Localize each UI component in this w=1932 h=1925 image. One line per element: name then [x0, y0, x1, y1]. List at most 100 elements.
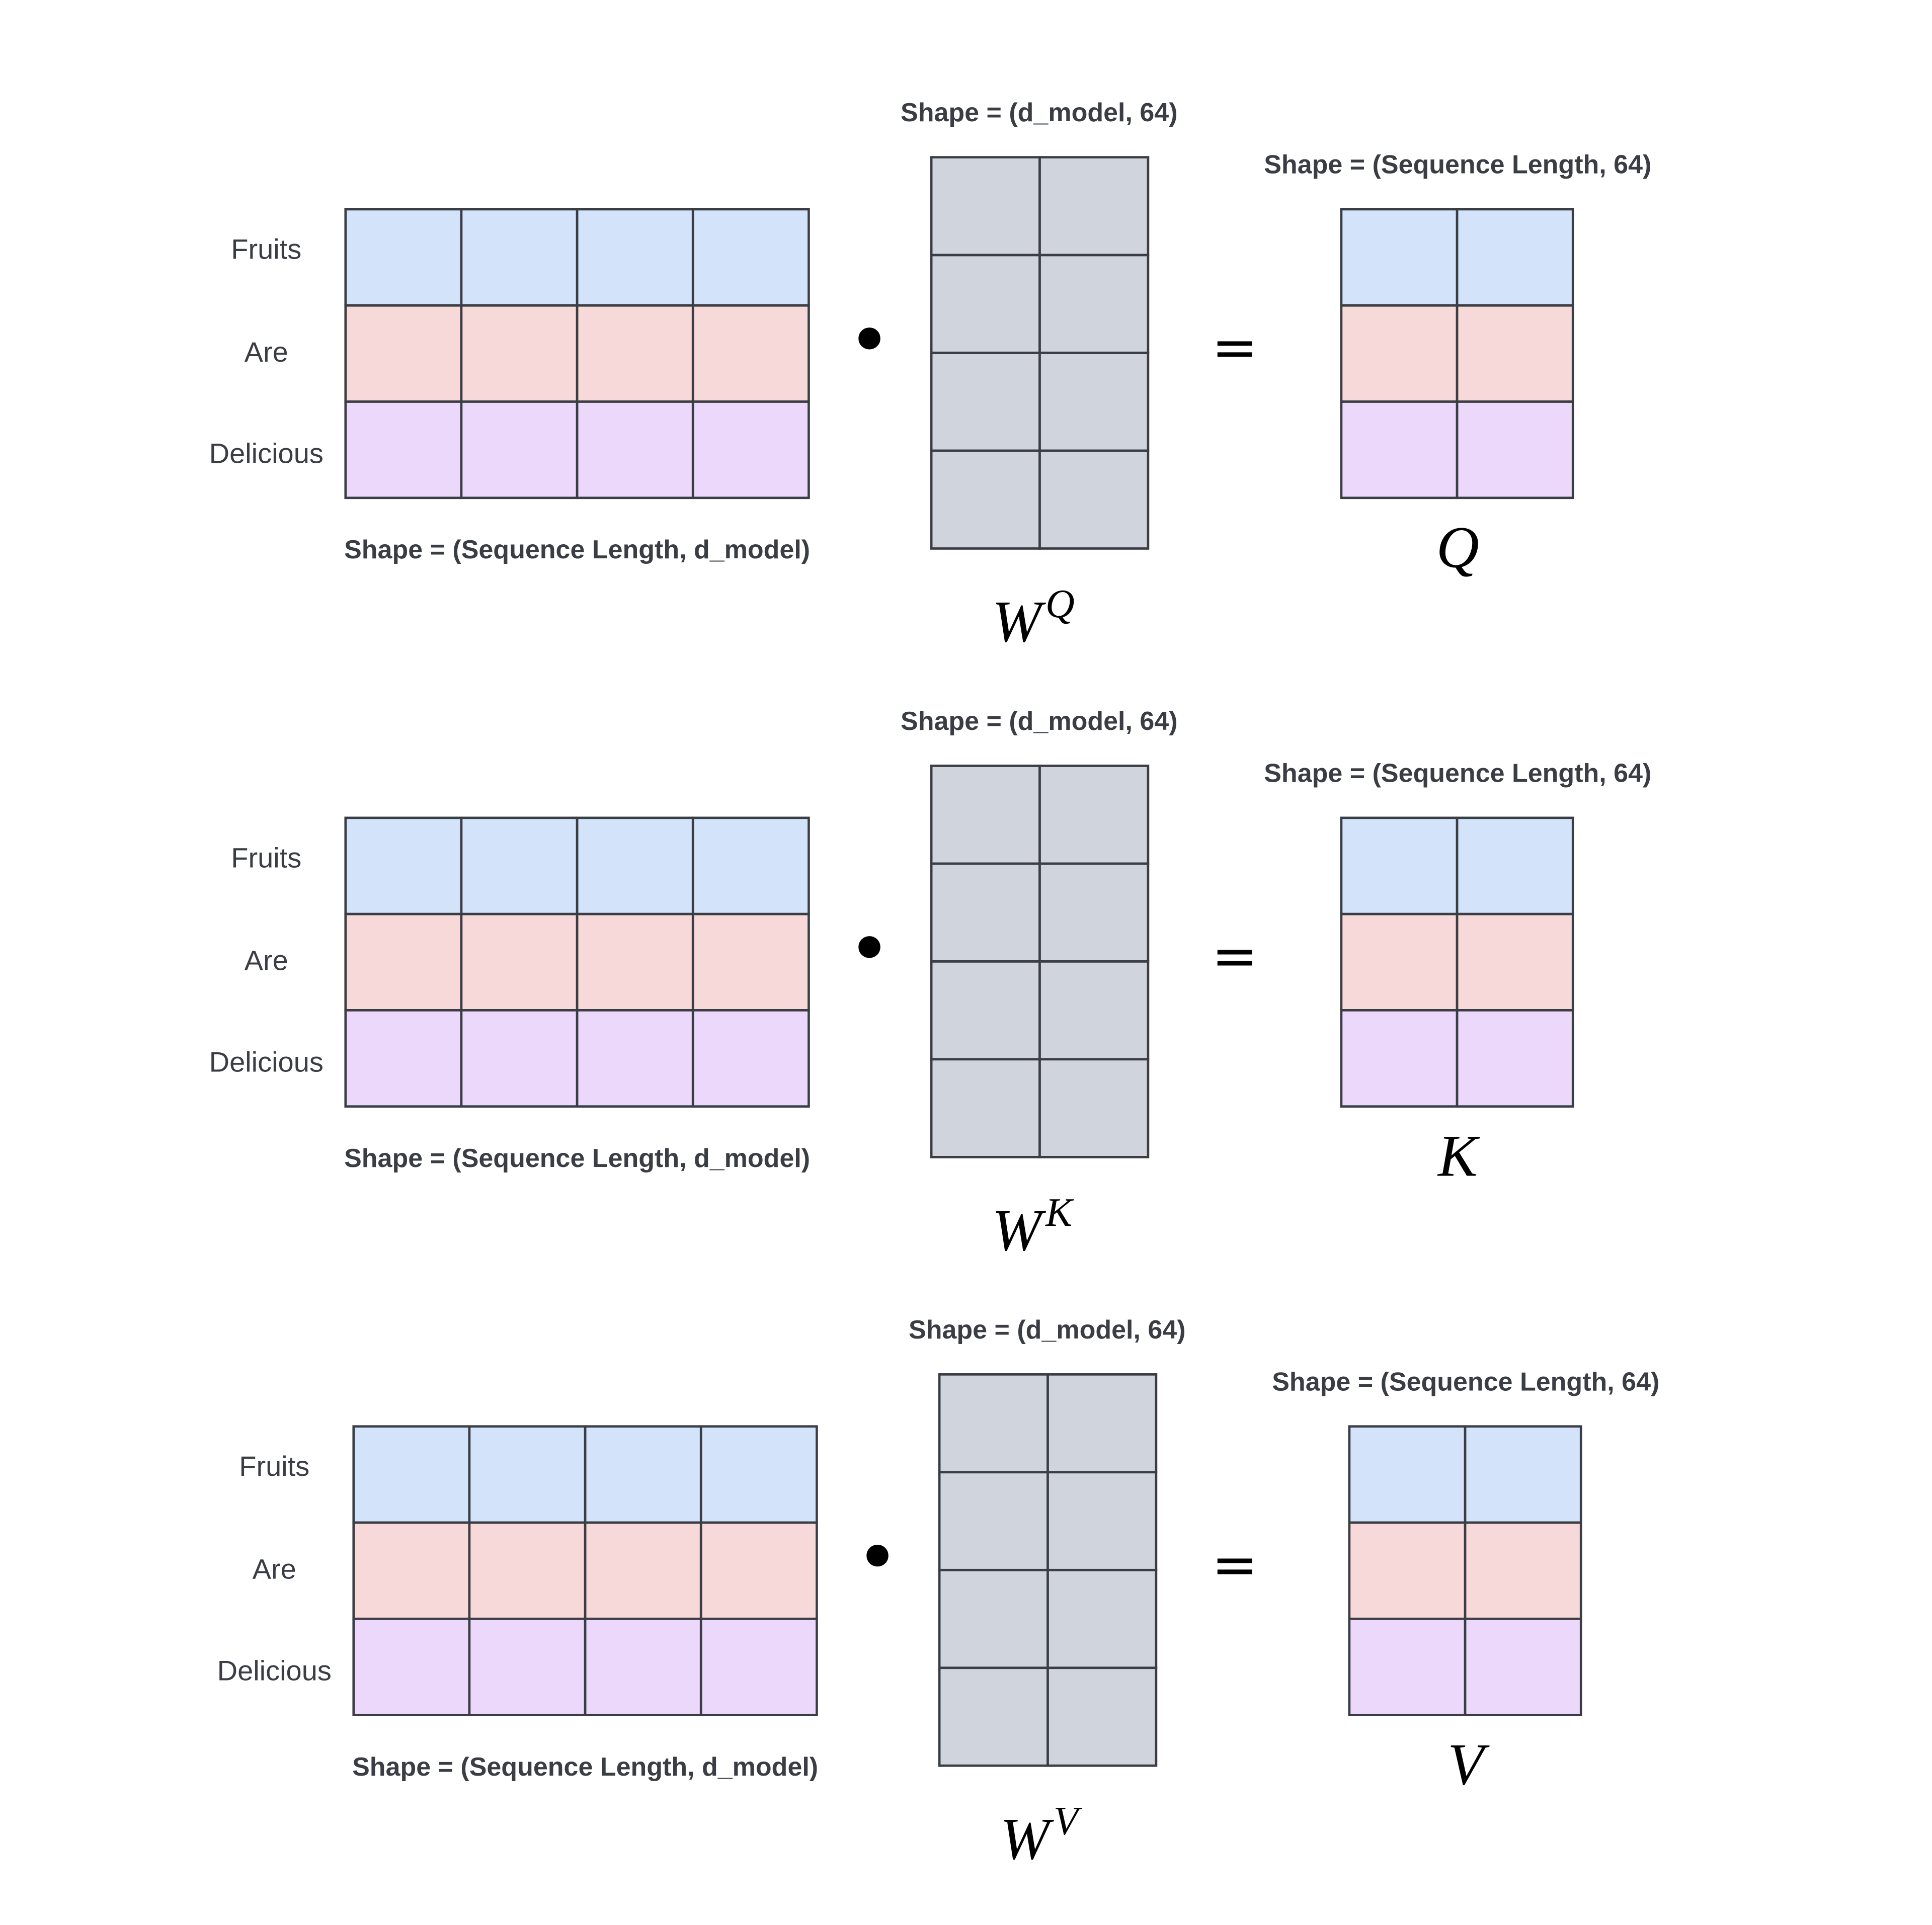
matrix-cell	[1464, 1617, 1582, 1716]
weight-matrix	[930, 765, 1150, 1158]
matrix-cell	[938, 1666, 1049, 1767]
matrix-cell	[930, 1058, 1041, 1158]
output-symbol: Q	[1436, 514, 1479, 580]
matrix-cell	[576, 912, 694, 1012]
token-label-fruits: Fruits	[231, 233, 301, 265]
matrix-cell	[938, 1373, 1049, 1474]
matrix-cell	[584, 1425, 702, 1524]
matrix-cell	[576, 1009, 694, 1108]
matrix-cell	[344, 304, 463, 403]
matrix-cell	[1456, 912, 1574, 1012]
matrix-cell	[1038, 352, 1150, 452]
token-label-delicious: Delicious	[217, 1654, 332, 1686]
matrix-cell	[938, 1568, 1049, 1669]
matrix-cell	[344, 208, 463, 307]
matrix-cell	[691, 816, 810, 915]
output-symbol: V	[1447, 1731, 1490, 1797]
matrix-cell	[1038, 1058, 1150, 1158]
weight-matrix	[938, 1373, 1158, 1767]
value-projection-block: Fruits Are Delicious Shape = (Sequence Leng…	[217, 1315, 1660, 1872]
query-projection-block: Fruits Are Delicious Shape = (Sequence Leng…	[209, 98, 1652, 654]
matrix-cell	[691, 912, 810, 1012]
output-symbol: K	[1437, 1123, 1480, 1189]
matrix-cell	[344, 816, 463, 915]
matrix-cell	[930, 449, 1041, 550]
matrix-cell	[344, 912, 463, 1012]
matrix-cell	[1340, 816, 1459, 915]
matrix-cell	[930, 862, 1041, 963]
matrix-cell	[930, 254, 1041, 354]
token-label-delicious: Delicious	[209, 1046, 324, 1078]
matrix-cell	[1348, 1521, 1467, 1620]
token-label-fruits: Fruits	[239, 1450, 309, 1482]
input-embedding-matrix	[344, 208, 810, 499]
output-shape-label: Shape = (Sequence Length, 64)	[1264, 150, 1651, 180]
input-shape-label: Shape = (Sequence Length, d_model)	[344, 1144, 810, 1173]
weight-matrix	[930, 156, 1150, 550]
matrix-cell	[468, 1617, 587, 1716]
weight-symbol-base: W	[992, 589, 1046, 654]
matrix-cell	[584, 1521, 702, 1620]
equals-sign: =	[1212, 924, 1258, 988]
matrix-cell	[1038, 960, 1150, 1061]
matrix-cell	[344, 400, 463, 499]
matrix-cell	[460, 400, 579, 499]
matrix-cell	[691, 1009, 810, 1108]
dot-operator: •	[847, 906, 892, 993]
matrix-cell	[930, 765, 1041, 865]
matrix-cell	[460, 1009, 579, 1108]
matrix-cell	[352, 1617, 471, 1716]
token-label-are: Are	[253, 1553, 296, 1585]
matrix-cell	[1046, 1471, 1158, 1571]
matrix-cell	[930, 960, 1041, 1061]
matrix-cell	[1038, 254, 1150, 354]
matrix-cell	[691, 400, 810, 499]
matrix-cell	[352, 1521, 471, 1620]
matrix-cell	[1456, 208, 1574, 307]
output-shape-label: Shape = (Sequence Length, 64)	[1272, 1367, 1659, 1396]
input-shape-label: Shape = (Sequence Length, d_model)	[352, 1752, 818, 1782]
matrix-cell	[460, 304, 579, 403]
output-shape-label: Shape = (Sequence Length, 64)	[1264, 759, 1651, 788]
matrix-cell	[1456, 816, 1574, 915]
matrix-cell	[1046, 1666, 1158, 1767]
matrix-cell	[1456, 1009, 1574, 1108]
matrix-cell	[938, 1471, 1049, 1571]
matrix-cell	[576, 208, 694, 307]
matrix-cell	[1038, 765, 1150, 865]
matrix-cell	[1340, 304, 1459, 403]
weight-shape-label: Shape = (d_model, 64)	[901, 707, 1178, 736]
matrix-cell	[1464, 1521, 1582, 1620]
matrix-cell	[1340, 208, 1459, 307]
matrix-cell	[460, 208, 579, 307]
token-label-are: Are	[245, 945, 288, 976]
matrix-cell	[576, 400, 694, 499]
equals-sign: =	[1212, 315, 1258, 380]
matrix-cell	[1340, 912, 1459, 1012]
matrix-cell	[1038, 449, 1150, 550]
token-label-delicious: Delicious	[209, 438, 324, 469]
output-matrix	[1348, 1425, 1582, 1716]
matrix-cell	[1464, 1425, 1582, 1524]
weight-shape-label: Shape = (d_model, 64)	[901, 98, 1178, 127]
output-matrix	[1340, 208, 1574, 499]
matrix-cell	[344, 1009, 463, 1108]
input-embedding-matrix	[352, 1425, 818, 1716]
matrix-cell	[699, 1617, 818, 1716]
matrix-cell	[699, 1521, 818, 1620]
input-shape-label: Shape = (Sequence Length, d_model)	[344, 535, 810, 564]
weight-shape-label: Shape = (d_model, 64)	[909, 1315, 1186, 1345]
matrix-cell	[1348, 1425, 1467, 1524]
matrix-cell	[468, 1521, 587, 1620]
output-matrix	[1340, 816, 1574, 1108]
matrix-cell	[576, 304, 694, 403]
matrix-cell	[352, 1425, 471, 1524]
equals-sign: =	[1212, 1532, 1258, 1597]
matrix-cell	[1348, 1617, 1467, 1716]
matrix-cell	[1340, 400, 1459, 499]
matrix-cell	[1038, 156, 1150, 257]
